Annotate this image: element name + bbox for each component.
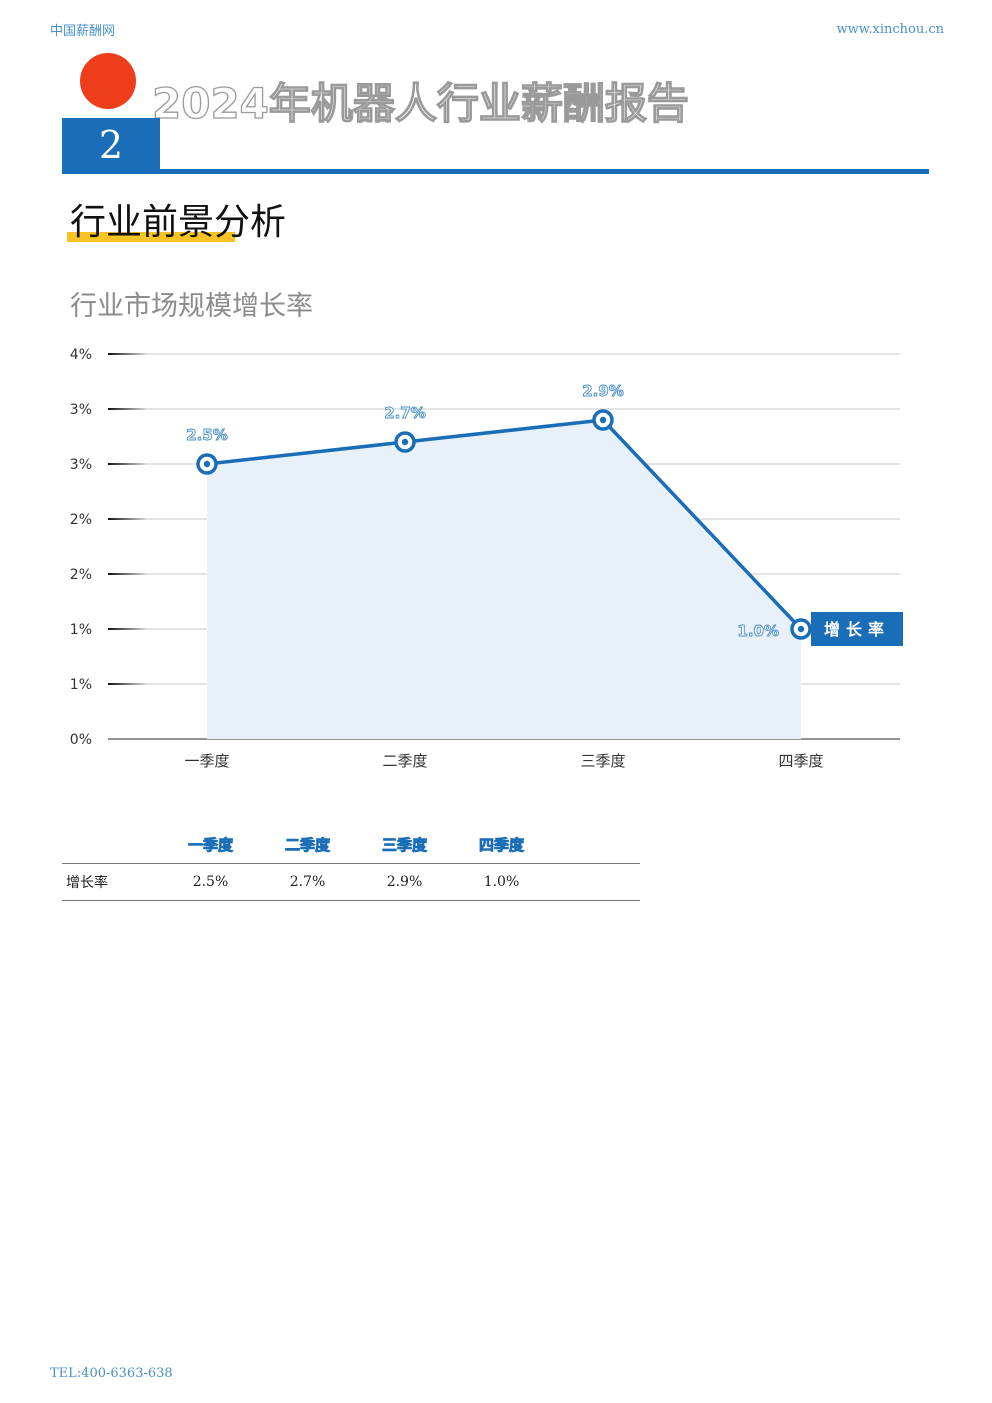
- y-tick-mark: [108, 573, 148, 575]
- data-label: 2.7%: [384, 404, 426, 422]
- y-tick-mark: [108, 628, 148, 630]
- table-row: 增长率 2.5% 2.7% 2.9% 1.0%: [62, 864, 640, 901]
- x-tick-label: 二季度: [382, 752, 427, 770]
- y-tick-label: 4%: [70, 347, 92, 363]
- y-tick-label: 2%: [70, 512, 92, 528]
- y-tick-mark: [108, 463, 148, 465]
- section-title: 行业前景分析: [70, 202, 287, 243]
- x-tick-label: 三季度: [580, 752, 625, 770]
- table-header-q3: 三季度: [381, 836, 428, 855]
- data-label: 1.0%: [737, 622, 779, 640]
- table-header-q4: 四季度: [478, 836, 525, 855]
- growth-rate-chart: 0% 1% 1% 2% 2% 3% 3% 4% 一季度 二季度 三季度 四季度 2.5% 2.7% 2.9…: [70, 347, 903, 770]
- header-rule: [62, 169, 929, 174]
- footer-tel: TEL:400-6363-638: [50, 1366, 173, 1381]
- legend-label: 增长率: [824, 620, 890, 639]
- series-line: [206, 418, 803, 631]
- y-tick-label: 3%: [70, 457, 92, 473]
- data-label: 2.5%: [186, 426, 228, 444]
- data-point-center: [401, 438, 409, 446]
- site-name: 中国薪酬网: [50, 24, 116, 39]
- table-cell: 2.7%: [289, 874, 326, 890]
- table-header-q1: 一季度: [187, 836, 234, 855]
- chapter-number: 2: [98, 122, 124, 167]
- data-point-center: [203, 460, 211, 468]
- y-tick-label: 3%: [70, 402, 92, 418]
- red-dot-decoration: [80, 53, 136, 109]
- y-tick-mark: [108, 353, 148, 355]
- report-title: 2024年机器人行业薪酬报告: [151, 78, 689, 128]
- table-header-q2: 二季度: [284, 836, 331, 855]
- table-spacer: [550, 828, 640, 864]
- chapter-badge: 2: [62, 118, 160, 171]
- series-area: [207, 420, 801, 739]
- table-cell: 2.5%: [192, 874, 229, 890]
- y-tick-label: 1%: [70, 677, 92, 693]
- table-corner: [62, 828, 162, 864]
- table-cell: 1.0%: [483, 874, 520, 890]
- chart-title: 行业市场规模增长率: [70, 291, 313, 322]
- data-table: 一季度 二季度 三季度 四季度 增长率 2.5% 2.7% 2.9% 1.0%: [62, 828, 640, 901]
- x-tick-label: 一季度: [184, 752, 229, 770]
- y-tick-mark: [108, 683, 148, 685]
- data-label: 2.9%: [582, 382, 624, 400]
- y-tick-label: 2%: [70, 567, 92, 583]
- table-cell-empty: [550, 864, 640, 901]
- y-tick-label: 0%: [70, 732, 92, 748]
- table-cell: 2.9%: [386, 874, 423, 890]
- legend-tag: [811, 612, 903, 646]
- data-point-center: [797, 625, 805, 633]
- y-tick-mark: [108, 518, 148, 520]
- title-underline: [67, 232, 235, 242]
- table-row-label: 增长率: [66, 875, 108, 891]
- site-url[interactable]: www.xinchou.cn: [836, 22, 944, 37]
- data-point-center: [599, 416, 607, 424]
- x-tick-label: 四季度: [778, 752, 823, 770]
- y-tick-mark: [108, 408, 148, 410]
- y-tick-label: 1%: [70, 622, 92, 638]
- table-header-row: 一季度 二季度 三季度 四季度: [62, 828, 640, 864]
